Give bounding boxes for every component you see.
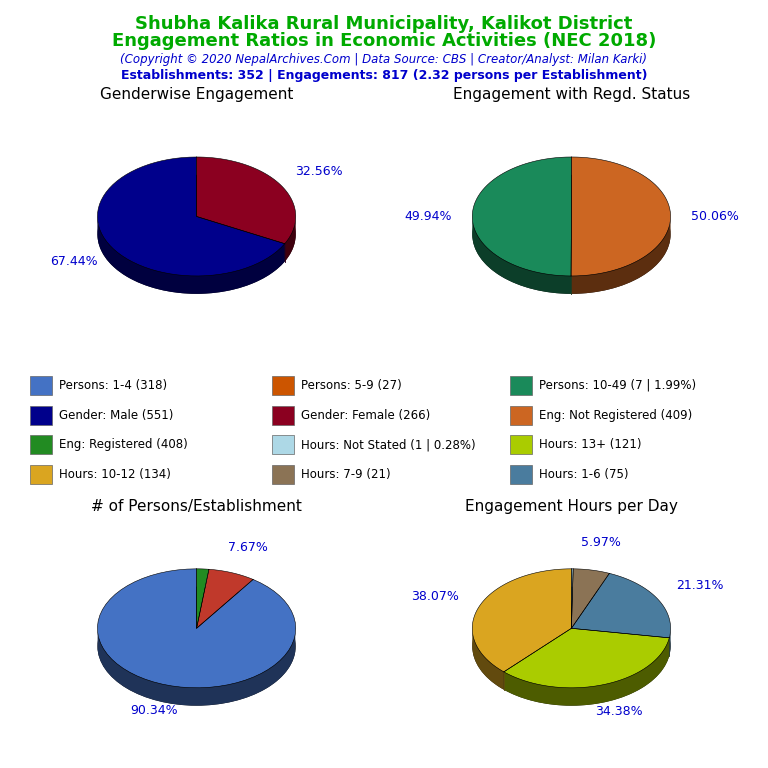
Text: Hours: 1-6 (75): Hours: 1-6 (75) bbox=[539, 468, 629, 481]
Text: Hours: 10-12 (134): Hours: 10-12 (134) bbox=[59, 468, 171, 481]
Polygon shape bbox=[98, 569, 296, 688]
Polygon shape bbox=[571, 218, 670, 294]
Bar bbox=[30, 465, 52, 484]
Text: Eng: Registered (408): Eng: Registered (408) bbox=[59, 438, 188, 451]
Bar bbox=[511, 406, 532, 425]
Text: 32.56%: 32.56% bbox=[296, 165, 343, 178]
Text: 50.06%: 50.06% bbox=[691, 210, 739, 223]
Polygon shape bbox=[98, 217, 285, 294]
Polygon shape bbox=[98, 157, 285, 276]
Text: 49.94%: 49.94% bbox=[404, 210, 452, 223]
Text: 90.34%: 90.34% bbox=[130, 704, 177, 717]
Polygon shape bbox=[98, 632, 296, 706]
Text: 7.67%: 7.67% bbox=[228, 541, 268, 554]
Title: Engagement with Regd. Status: Engagement with Regd. Status bbox=[453, 87, 690, 102]
Text: Gender: Female (266): Gender: Female (266) bbox=[301, 409, 430, 422]
Title: Genderwise Engagement: Genderwise Engagement bbox=[100, 87, 293, 102]
Polygon shape bbox=[197, 569, 253, 628]
Text: Establishments: 352 | Engagements: 817 (2.32 persons per Establishment): Establishments: 352 | Engagements: 817 (… bbox=[121, 69, 647, 82]
Bar bbox=[30, 376, 52, 395]
Polygon shape bbox=[571, 157, 670, 276]
Polygon shape bbox=[571, 574, 670, 638]
Bar bbox=[272, 406, 293, 425]
Text: Persons: 5-9 (27): Persons: 5-9 (27) bbox=[301, 379, 402, 392]
Bar bbox=[272, 376, 293, 395]
Text: Persons: 10-49 (7 | 1.99%): Persons: 10-49 (7 | 1.99%) bbox=[539, 379, 697, 392]
Polygon shape bbox=[669, 628, 670, 656]
Polygon shape bbox=[571, 569, 573, 628]
Text: (Copyright © 2020 NepalArchives.Com | Data Source: CBS | Creator/Analyst: Milan : (Copyright © 2020 NepalArchives.Com | Da… bbox=[121, 53, 647, 66]
Title: Engagement Hours per Day: Engagement Hours per Day bbox=[465, 499, 678, 514]
Bar bbox=[272, 465, 293, 484]
Text: Hours: Not Stated (1 | 0.28%): Hours: Not Stated (1 | 0.28%) bbox=[301, 438, 475, 451]
Polygon shape bbox=[197, 569, 209, 628]
Title: # of Persons/Establishment: # of Persons/Establishment bbox=[91, 499, 302, 514]
Text: 21.31%: 21.31% bbox=[676, 579, 723, 592]
Polygon shape bbox=[504, 638, 669, 706]
Polygon shape bbox=[472, 157, 571, 276]
Text: Hours: 7-9 (21): Hours: 7-9 (21) bbox=[301, 468, 391, 481]
Text: Gender: Male (551): Gender: Male (551) bbox=[59, 409, 174, 422]
Text: Engagement Ratios in Economic Activities (NEC 2018): Engagement Ratios in Economic Activities… bbox=[112, 32, 656, 50]
Text: Eng: Not Registered (409): Eng: Not Registered (409) bbox=[539, 409, 693, 422]
Ellipse shape bbox=[472, 175, 670, 294]
Polygon shape bbox=[197, 157, 296, 243]
Bar bbox=[511, 465, 532, 484]
Bar bbox=[272, 435, 293, 454]
Polygon shape bbox=[571, 569, 609, 628]
Text: 38.07%: 38.07% bbox=[411, 590, 458, 603]
Ellipse shape bbox=[98, 175, 296, 294]
Text: 34.38%: 34.38% bbox=[595, 705, 643, 718]
Bar bbox=[30, 435, 52, 454]
Bar bbox=[511, 376, 532, 395]
Bar bbox=[30, 406, 52, 425]
Text: 67.44%: 67.44% bbox=[50, 255, 98, 268]
Text: Persons: 1-4 (318): Persons: 1-4 (318) bbox=[59, 379, 167, 392]
Text: Shubha Kalika Rural Municipality, Kalikot District: Shubha Kalika Rural Municipality, Kaliko… bbox=[135, 15, 633, 33]
Text: 5.97%: 5.97% bbox=[581, 535, 621, 548]
Polygon shape bbox=[472, 629, 504, 690]
Ellipse shape bbox=[98, 587, 296, 706]
Bar bbox=[511, 435, 532, 454]
Text: Hours: 13+ (121): Hours: 13+ (121) bbox=[539, 438, 642, 451]
Polygon shape bbox=[472, 218, 571, 294]
Polygon shape bbox=[504, 628, 669, 688]
Polygon shape bbox=[285, 218, 296, 262]
Ellipse shape bbox=[472, 587, 670, 706]
Polygon shape bbox=[472, 569, 571, 672]
